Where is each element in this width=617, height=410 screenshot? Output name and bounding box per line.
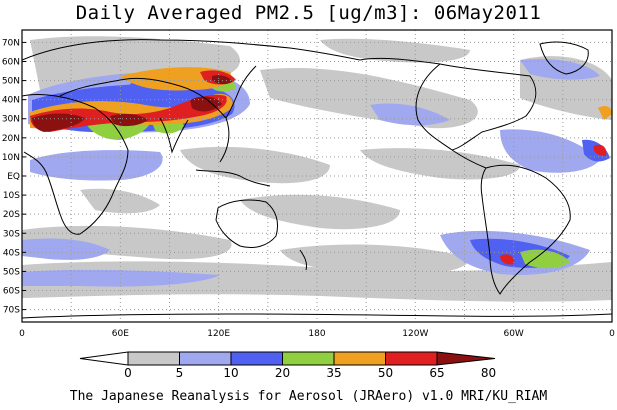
latitude-label: 30S <box>3 229 20 239</box>
latitude-labels: 70N 60N 50N 40N 30N 20N 10N EQ 10S 20S 30S 40S 50S 60… <box>2 38 26 316</box>
latitude-label: 50S <box>3 267 20 277</box>
pm25-band-80-plus <box>32 75 232 132</box>
colorbar-label: 65 <box>429 366 444 380</box>
longitude-label: 120W <box>402 329 428 339</box>
colorbar-segment <box>230 351 283 366</box>
colorbar-segment <box>127 351 180 366</box>
colorbar-segment <box>282 351 335 366</box>
longitude-label: 60E <box>112 329 129 339</box>
latitude-label: 30N <box>2 115 20 125</box>
colorbar-label: 5 <box>176 366 184 380</box>
latitude-label: 70S <box>3 306 20 316</box>
latitude-label: 60N <box>2 57 20 67</box>
coastlines <box>22 39 612 319</box>
colorbar-label: 0 <box>124 366 132 380</box>
latitude-label: 40S <box>3 248 20 258</box>
latitude-label: 60S <box>3 287 20 297</box>
footer-credit: The Japanese Reanalysis for Aerosol (JRA… <box>69 389 548 404</box>
colorbar-segment <box>179 351 232 366</box>
longitude-label: 0 <box>609 329 615 339</box>
graticule <box>22 30 612 322</box>
colorbar-segment <box>385 351 438 366</box>
colorbar-label: 35 <box>326 366 341 380</box>
longitude-label: 180 <box>308 329 325 339</box>
longitude-label: 0 <box>19 329 25 339</box>
colorbar-label: 10 <box>223 366 238 380</box>
colorbar-segment <box>436 351 496 366</box>
colorbar-segment <box>333 351 386 366</box>
longitude-label: 60W <box>503 329 523 339</box>
colorbar-segment <box>79 351 129 366</box>
latitude-label: 20S <box>3 210 20 220</box>
latitude-label: 10S <box>3 191 20 201</box>
latitude-label: 70N <box>2 38 20 48</box>
colorbar-label: 80 <box>481 366 496 380</box>
pm25-field <box>22 36 612 302</box>
latitude-label: 50N <box>2 77 20 87</box>
colorbar-label: 50 <box>378 366 393 380</box>
longitude-labels: 0 60E 120E 180 120W 60W 0 <box>19 329 615 339</box>
map-title: Daily Averaged PM2.5 [ug/m3]: 06May2011 <box>75 2 542 24</box>
colorbar-label: 20 <box>275 366 290 380</box>
pm25-band-5-10 <box>22 36 612 302</box>
latitude-label: EQ <box>7 172 20 182</box>
longitude-label: 120E <box>207 329 230 339</box>
latitude-label: 10N <box>2 153 20 163</box>
latitude-label: 20N <box>2 134 20 144</box>
colorbar: 0 5 10 20 35 50 65 80 <box>79 351 496 380</box>
latitude-label: 40N <box>2 96 20 106</box>
